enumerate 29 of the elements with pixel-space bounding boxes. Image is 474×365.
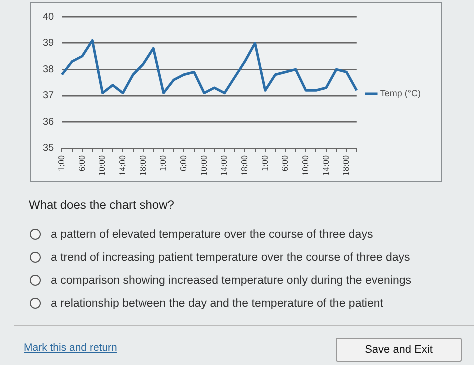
x-tick-label: 6:00 — [76, 155, 87, 172]
x-tick-label: 10:00 — [198, 155, 209, 176]
x-tick-label: 14:00 — [320, 155, 331, 176]
text: Save and Exit — [336, 338, 462, 362]
x-tick-label: 18:00 — [341, 155, 352, 176]
text: a relationship between the day and the temperature of the patient — [50, 298, 384, 310]
text: a trend of increasing patient temperature over the course of three days — [50, 252, 410, 264]
legend-label: Temp (°C) — [380, 88, 422, 98]
y-tick-label: 40 — [43, 12, 55, 23]
x-tick-label: 14:00 — [219, 155, 230, 176]
x-tick-label: 6:00 — [178, 155, 188, 172]
y-tick-label: 37 — [43, 90, 55, 102]
text: What does the chart show? — [29, 198, 174, 212]
text: a pattern of elevated temperature over the course of three days — [50, 229, 374, 241]
x-tick-label: 1:00 — [56, 155, 66, 172]
x-tick-label: 10:00 — [97, 155, 108, 176]
x-tick-label: 18:00 — [138, 155, 148, 176]
text: Mark this and return — [24, 342, 118, 354]
x-tick-label: 1:00 — [158, 155, 168, 172]
x-tick-label: 18:00 — [239, 155, 250, 176]
x-tick-label: 6:00 — [280, 155, 290, 172]
x-tick-label: 14:00 — [117, 155, 128, 176]
y-tick-label: 35 — [43, 143, 55, 154]
y-tick-label: 38 — [43, 64, 55, 76]
y-tick-label: 36 — [43, 116, 55, 128]
y-tick-label: 39 — [43, 38, 55, 50]
text: a comparison showing increased temperature only during the evenings — [50, 275, 412, 287]
x-tick-label: 1:00 — [260, 155, 270, 172]
x-tick-label: 10:00 — [300, 155, 310, 176]
